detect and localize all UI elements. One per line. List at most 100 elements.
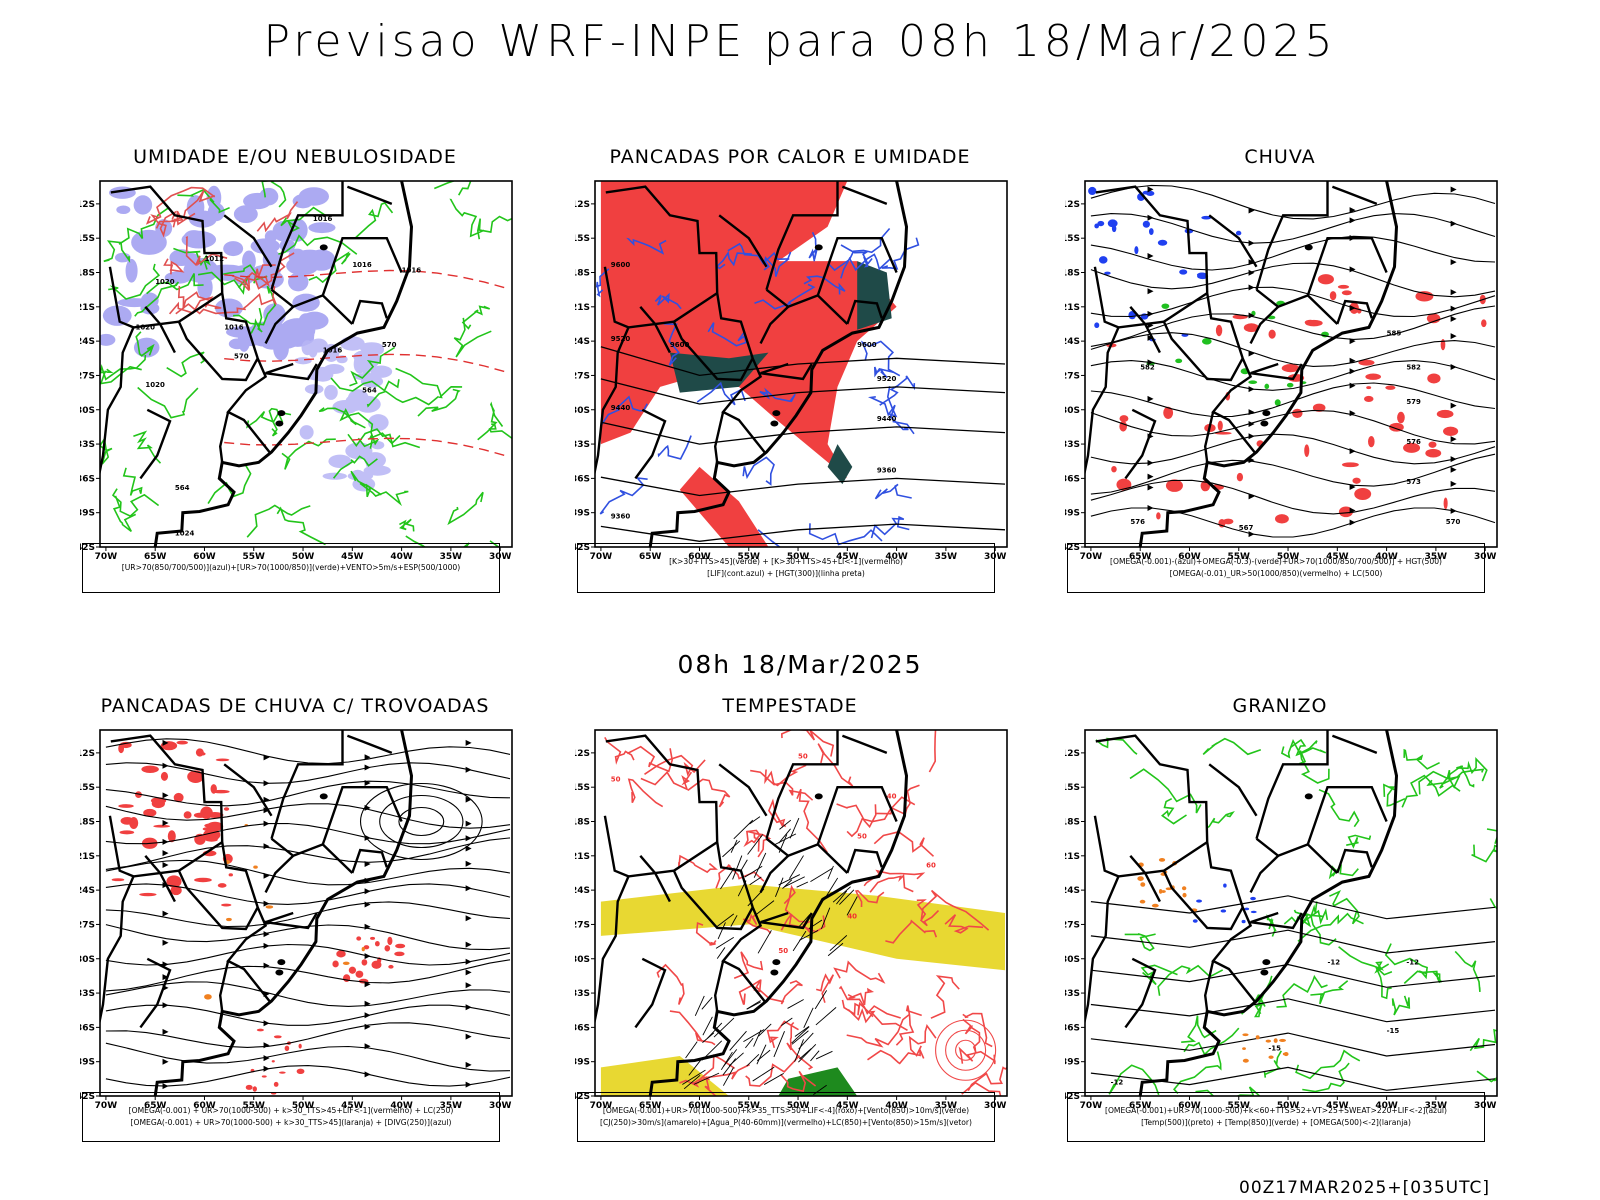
lat-tick-label: 36S [1065, 474, 1080, 484]
lat-tick-label: 18S [80, 269, 95, 279]
border [264, 305, 295, 344]
lat-tick-label: 24S [575, 337, 590, 347]
lon-tick: 45W [1326, 1096, 1349, 1111]
lake [1262, 959, 1271, 966]
contour-label: 1016 [313, 215, 333, 223]
lat-tick-label: 27S [80, 920, 95, 930]
lifted-index-contours [595, 227, 920, 547]
legend-box: [K>30+TTS>45](verde) + [K>30+TTS>45+LI<-… [577, 543, 995, 593]
contour-label: 9520 [611, 335, 631, 343]
border [672, 841, 754, 931]
lon-tick-label: 60W [1178, 1101, 1201, 1111]
contour-label: 9600 [857, 341, 877, 349]
lon-tick-label: 45W [836, 552, 859, 562]
lat-tick-label: 39S [575, 509, 590, 519]
lat-tick-label: 39S [575, 1058, 590, 1068]
lat-tick-label: 30S [80, 406, 95, 416]
border [1250, 911, 1303, 930]
legend-line: [OMEGA(-0.01)_UR>50(1000/850)(vermelho) … [1169, 569, 1383, 578]
lon-tick: 55W [738, 547, 761, 562]
legend-line: [OMEGA(-0.001)+UR>70(1000-500)+k>35_TTS>… [602, 1106, 970, 1115]
panel-title: TEMPESTADE [722, 695, 858, 717]
lat-tick: 33S [575, 440, 595, 450]
contour-label: 9600 [670, 341, 690, 349]
border [1093, 266, 1165, 329]
border [1250, 362, 1303, 381]
lat-tick: 27S [80, 920, 100, 930]
lon-tick: 70W [95, 1096, 117, 1111]
lon-tick: 65W [144, 547, 166, 562]
lat-tick: 18S [1065, 269, 1085, 279]
legend-line: [Temp(500)](preto) + [Temp(850)](verde) … [1141, 1118, 1411, 1127]
map-plot: -12 -12 -15 -15 -12 12S 15S 18S 21S 24S 27S 30S 33S 3… [1065, 729, 1498, 1111]
lon-tick-label: 70W [1080, 552, 1103, 562]
lon-tick: 70W [95, 547, 117, 562]
lon-tick-label: 50W [292, 552, 315, 562]
map-frame [1084, 180, 1498, 548]
border [1129, 855, 1161, 903]
lake [814, 793, 823, 800]
lat-tick-label: 30S [1065, 955, 1080, 965]
lat-tick: 30S [1065, 955, 1085, 965]
lon-tick-label: 40W [885, 552, 908, 562]
lat-tick: 39S [1065, 509, 1085, 519]
lat-tick-label: 12S [575, 749, 590, 759]
lat-tick: 39S [575, 1058, 595, 1068]
border [223, 763, 273, 817]
panel-granizo: GRANIZO -12 -12 -15 -15 -12 12S 15S 18S 21S 24S 27S… [1065, 695, 1498, 1155]
lat-tick-label: 42S [575, 543, 590, 553]
lat-tick-label: 33S [575, 989, 590, 999]
lat-tick-label: 42S [1065, 1092, 1080, 1102]
map-plot: 9600 9600 9600 9520 9520 9440 9440 9360 9360 12S 1… [575, 180, 1008, 562]
contour-label: 573 [1406, 478, 1421, 486]
lon-tick: 50W [787, 1096, 809, 1111]
border [265, 911, 318, 930]
contour-label: 576 [1406, 438, 1421, 446]
lat-tick: 42S [80, 1092, 100, 1102]
contour-label: -12 [1327, 958, 1340, 966]
border [1331, 185, 1378, 206]
lat-tick-label: 15S [80, 234, 95, 244]
border [1249, 854, 1280, 893]
lat-tick: 33S [1065, 440, 1085, 450]
border [1255, 288, 1339, 325]
lon-tick-label: 35W [440, 552, 463, 562]
lon-tick: 35W [1425, 1096, 1447, 1111]
lon-tick: 55W [1228, 1096, 1250, 1111]
lat-tick-label: 15S [80, 783, 95, 793]
lat-tick: 15S [575, 234, 595, 244]
lon-tick: 30W [489, 1096, 511, 1111]
lat-tick-label: 15S [575, 234, 590, 244]
border [846, 848, 883, 874]
border [1249, 305, 1280, 344]
lon-tick-label: 55W [738, 552, 761, 562]
lon-tick-label: 60W [193, 552, 216, 562]
border [177, 841, 259, 931]
lat-tick: 18S [80, 818, 100, 828]
lon-tick: 40W [390, 1096, 413, 1111]
lake [770, 420, 779, 427]
lat-tick: 15S [80, 234, 100, 244]
geography [595, 730, 909, 1096]
lon-tick: 60W [688, 1096, 711, 1111]
lake [1260, 420, 1269, 427]
border [1124, 957, 1157, 1029]
lat-tick-label: 15S [1065, 783, 1080, 793]
lat-tick-label: 12S [575, 200, 590, 210]
border [841, 185, 888, 206]
lon-tick: 30W [1474, 1096, 1496, 1111]
lat-tick: 18S [1065, 818, 1085, 828]
panel-title: PANCADAS POR CALOR E UMIDADE [609, 146, 971, 168]
lon-tick: 30W [984, 547, 1006, 562]
wind-vectors-north [715, 816, 858, 959]
border [1336, 848, 1373, 874]
lat-tick-label: 27S [1065, 371, 1080, 381]
lat-tick-label: 42S [575, 1092, 590, 1102]
border [110, 185, 271, 453]
lat-tick: 27S [1065, 371, 1085, 381]
border [321, 786, 403, 845]
geography [100, 730, 414, 1096]
lon-tick: 70W [1080, 1096, 1102, 1111]
lat-tick-label: 42S [1065, 543, 1080, 553]
border [1331, 734, 1378, 755]
